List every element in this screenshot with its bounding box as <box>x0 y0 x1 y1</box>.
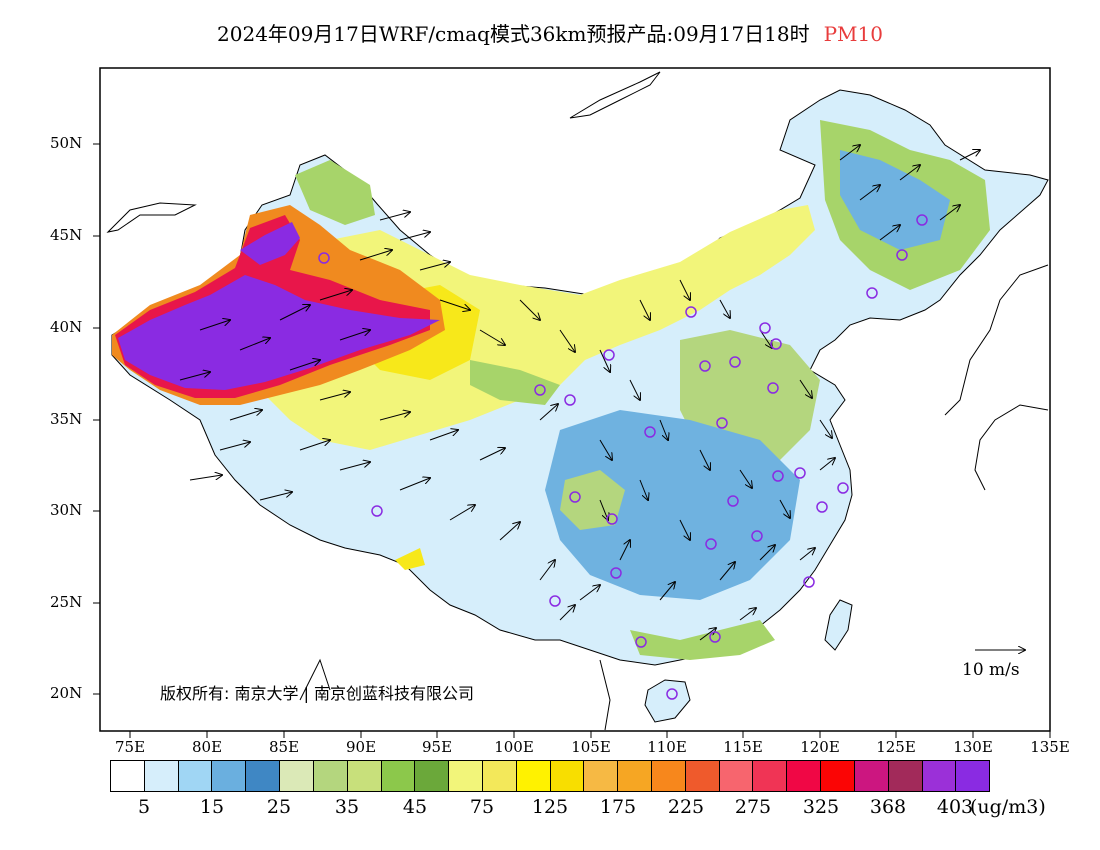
wind-reference-label: 10 m/s <box>962 660 1020 680</box>
region-extreme <box>118 275 440 390</box>
lon-label: 125E <box>876 738 916 756</box>
lon-label: 95E <box>421 738 453 756</box>
title-text: 2024年09月17日WRF/cmaq模式36km预报产品:09月17日18时 <box>217 22 810 46</box>
lat-label: 50N <box>50 134 83 152</box>
lon-label: 80E <box>191 738 223 756</box>
lon-label: 105E <box>571 738 611 756</box>
pollutant-label: PM10 <box>823 22 883 46</box>
legend-tick: 45 <box>402 796 428 818</box>
legend-swatch <box>550 761 585 791</box>
axis-ticks <box>93 143 1051 738</box>
wind-vectors <box>179 145 980 641</box>
legend-swatch <box>956 761 990 791</box>
legend-swatch <box>415 761 450 791</box>
legend-swatch <box>313 761 348 791</box>
region-extreme-north <box>240 222 300 265</box>
region-moderate <box>250 205 815 450</box>
lon-label: 90E <box>345 738 377 756</box>
monitoring-stations <box>318 214 928 700</box>
lon-label: 85E <box>268 738 300 756</box>
lat-label: 30N <box>50 501 83 519</box>
region-hainan <box>644 679 691 723</box>
lon-label: 130E <box>953 738 993 756</box>
legend-tick: 225 <box>667 796 705 818</box>
legend-tick: 15 <box>199 796 225 818</box>
legend-swatch <box>685 761 720 791</box>
lon-label: 115E <box>723 738 763 756</box>
legend-swatch <box>854 761 889 791</box>
region-taiwan <box>824 599 853 651</box>
legend-swatch <box>178 761 213 791</box>
lon-label: 100E <box>494 738 534 756</box>
legend-tick: 275 <box>734 796 772 818</box>
legend-tick: 35 <box>334 796 360 818</box>
legend-swatch <box>516 761 551 791</box>
color-legend-bar <box>110 760 990 792</box>
lon-label: 120E <box>800 738 840 756</box>
legend-tick: 25 <box>266 796 292 818</box>
region-good-north <box>295 160 375 225</box>
lat-label: 25N <box>50 593 83 611</box>
legend-swatch <box>381 761 416 791</box>
legend-swatch <box>144 761 179 791</box>
legend-swatch <box>280 761 314 791</box>
legend-tick: 403 <box>936 796 974 818</box>
lat-label: 35N <box>50 410 83 428</box>
legend-tick: 368 <box>869 796 907 818</box>
map-frame <box>99 67 1051 732</box>
map-title: 2024年09月17日WRF/cmaq模式36km预报产品:09月17日18时 P… <box>0 18 1100 47</box>
legend-swatch <box>821 761 855 791</box>
legend-swatch <box>888 761 923 791</box>
lon-label: 110E <box>647 738 687 756</box>
legend-swatch <box>212 761 247 791</box>
legend-tick: 175 <box>599 796 637 818</box>
legend-unit: (ug/m3) <box>970 796 1046 818</box>
legend-tick: 5 <box>137 796 151 818</box>
legend-swatch <box>347 761 382 791</box>
legend-swatch <box>246 761 281 791</box>
legend-swatch <box>449 761 483 791</box>
legend-swatch <box>922 761 957 791</box>
legend-swatch <box>584 761 619 791</box>
legend-swatch <box>753 761 788 791</box>
lat-label: 40N <box>50 318 83 336</box>
legend-swatch <box>618 761 652 791</box>
copyright-text: 版权所有: 南京大学 | 南京创蓝科技有限公司 <box>160 684 475 703</box>
legend-swatch <box>111 761 145 791</box>
legend-tick: 125 <box>531 796 569 818</box>
legend-swatch <box>652 761 686 791</box>
legend-tick: 325 <box>802 796 840 818</box>
lat-label: 45N <box>50 226 83 244</box>
region-high-tibet <box>395 548 425 570</box>
region-good-south <box>630 620 775 660</box>
legend-swatch <box>482 761 517 791</box>
legend-swatch <box>787 761 822 791</box>
lon-label: 135E <box>1030 738 1070 756</box>
coastlines <box>106 71 1049 731</box>
lat-label: 20N <box>50 684 83 702</box>
legend-swatch <box>719 761 754 791</box>
legend-tick: 75 <box>469 796 495 818</box>
lon-label: 75E <box>114 738 146 756</box>
